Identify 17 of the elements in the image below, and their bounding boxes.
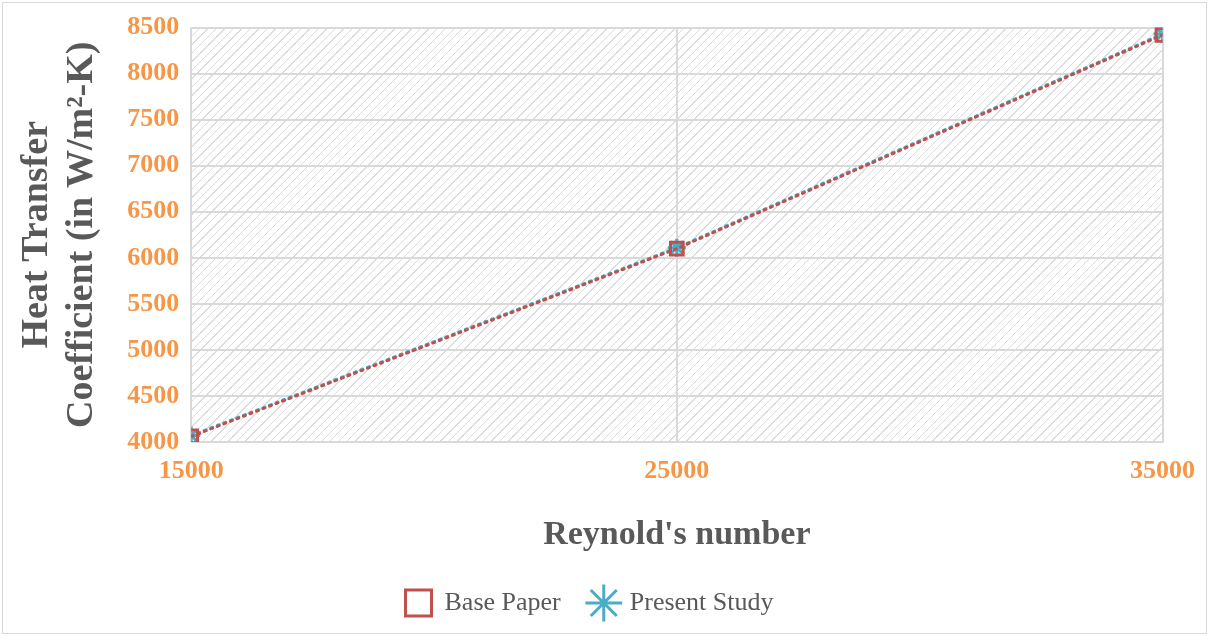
legend-label: Base Paper bbox=[444, 586, 562, 616]
y-axis-title: Heat Transfer Coefficient (in W/m²-K) bbox=[12, 41, 102, 428]
y-tick-label: 6000 bbox=[127, 241, 180, 271]
y-tick-label: 7000 bbox=[127, 149, 180, 179]
y-tick-label: 6500 bbox=[127, 195, 180, 225]
y-tick-label: 4500 bbox=[127, 379, 180, 409]
x-tick-label: 25000 bbox=[644, 455, 710, 485]
x-axis-title: Reynold's number bbox=[543, 514, 811, 552]
y-tick-label: 5500 bbox=[127, 287, 180, 317]
y-tick-label: 5000 bbox=[127, 333, 180, 363]
y-tick-label: 4000 bbox=[127, 425, 180, 455]
x-tick-label: 15000 bbox=[158, 455, 224, 485]
x-tick-label: 35000 bbox=[1130, 455, 1195, 485]
legend-label: Present Study bbox=[629, 586, 774, 616]
y-tick-label: 8000 bbox=[127, 57, 180, 87]
y-tick-label: 7500 bbox=[127, 103, 180, 133]
y-tick-label: 8500 bbox=[127, 11, 180, 41]
